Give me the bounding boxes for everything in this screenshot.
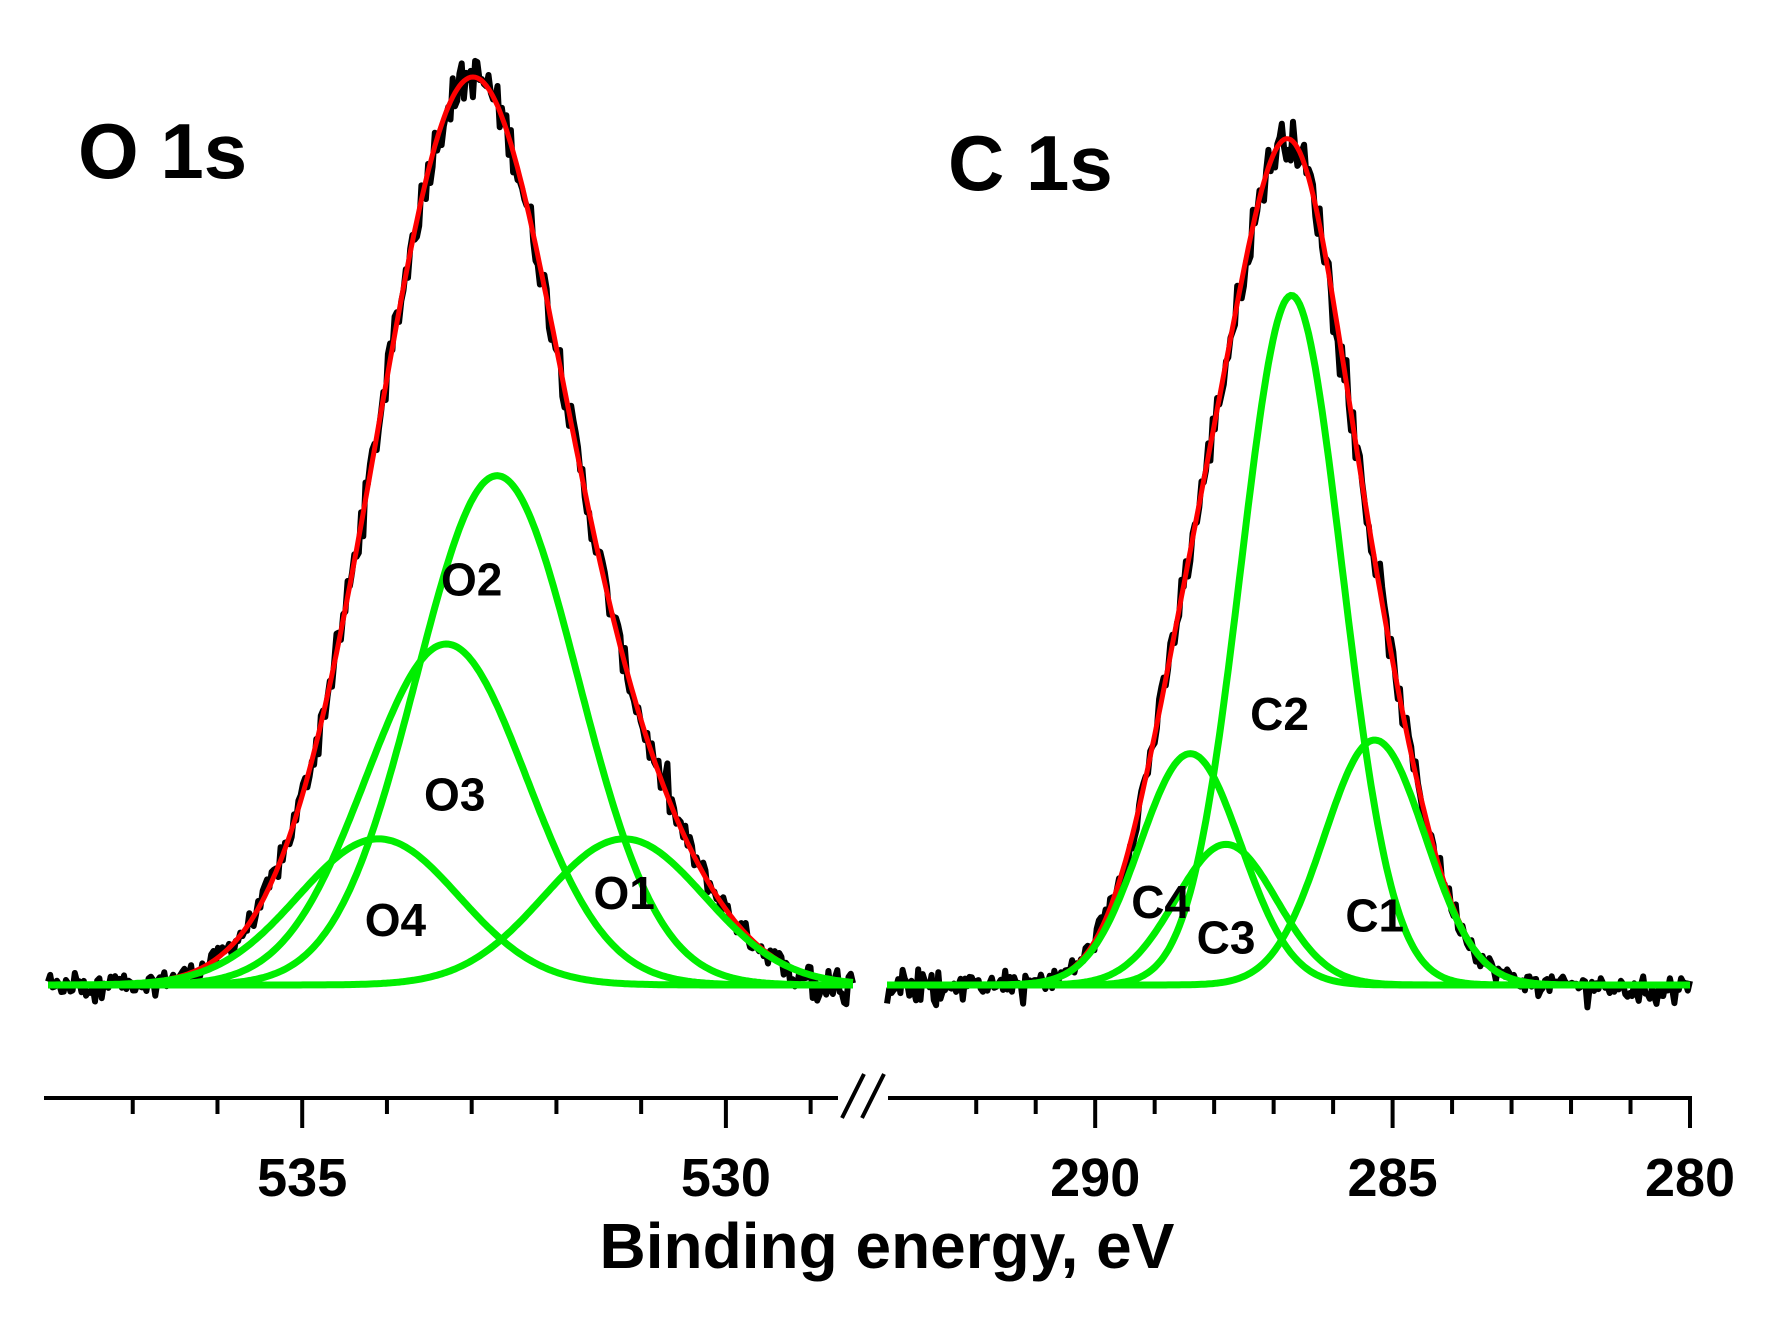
fit-envelope-0 — [48, 74, 854, 988]
peak-label-c4: C4 — [1131, 876, 1190, 928]
peak-label-o4: O4 — [365, 894, 427, 946]
component-c2 — [887, 291, 1690, 989]
tick-label-535: 535 — [257, 1148, 347, 1208]
curves-layer — [45, 57, 1693, 1011]
tick-label-290: 290 — [1050, 1148, 1140, 1208]
x-axis: 535 530 290 285 280 — [44, 1073, 1735, 1208]
panel-title-1: C 1s — [948, 119, 1113, 207]
measured-spectrum-0 — [45, 57, 856, 1008]
tick-label-280: 280 — [1645, 1148, 1735, 1208]
peak-label-o3: O3 — [424, 768, 485, 820]
fit-envelope-1 — [887, 136, 1690, 988]
x-axis-title: Binding energy, eV — [600, 1210, 1175, 1282]
peak-label-c3: C3 — [1197, 912, 1256, 964]
peak-label-o1: O1 — [594, 867, 655, 919]
tick-label-285: 285 — [1348, 1148, 1438, 1208]
component-o2 — [48, 472, 853, 989]
peak-label-o2: O2 — [441, 554, 502, 606]
component-o1 — [48, 835, 854, 989]
component-c4 — [887, 750, 1690, 989]
panel-title-0: O 1s — [78, 107, 247, 195]
measured-spectrum-1 — [884, 118, 1693, 1011]
component-o4 — [48, 835, 853, 989]
peak-label-c2: C2 — [1250, 688, 1309, 740]
axis-break-mark — [860, 1073, 886, 1119]
peak-label-c1: C1 — [1345, 889, 1404, 941]
axis-break-mark — [840, 1073, 866, 1119]
component-c3 — [887, 840, 1690, 989]
tick-label-530: 530 — [681, 1148, 771, 1208]
